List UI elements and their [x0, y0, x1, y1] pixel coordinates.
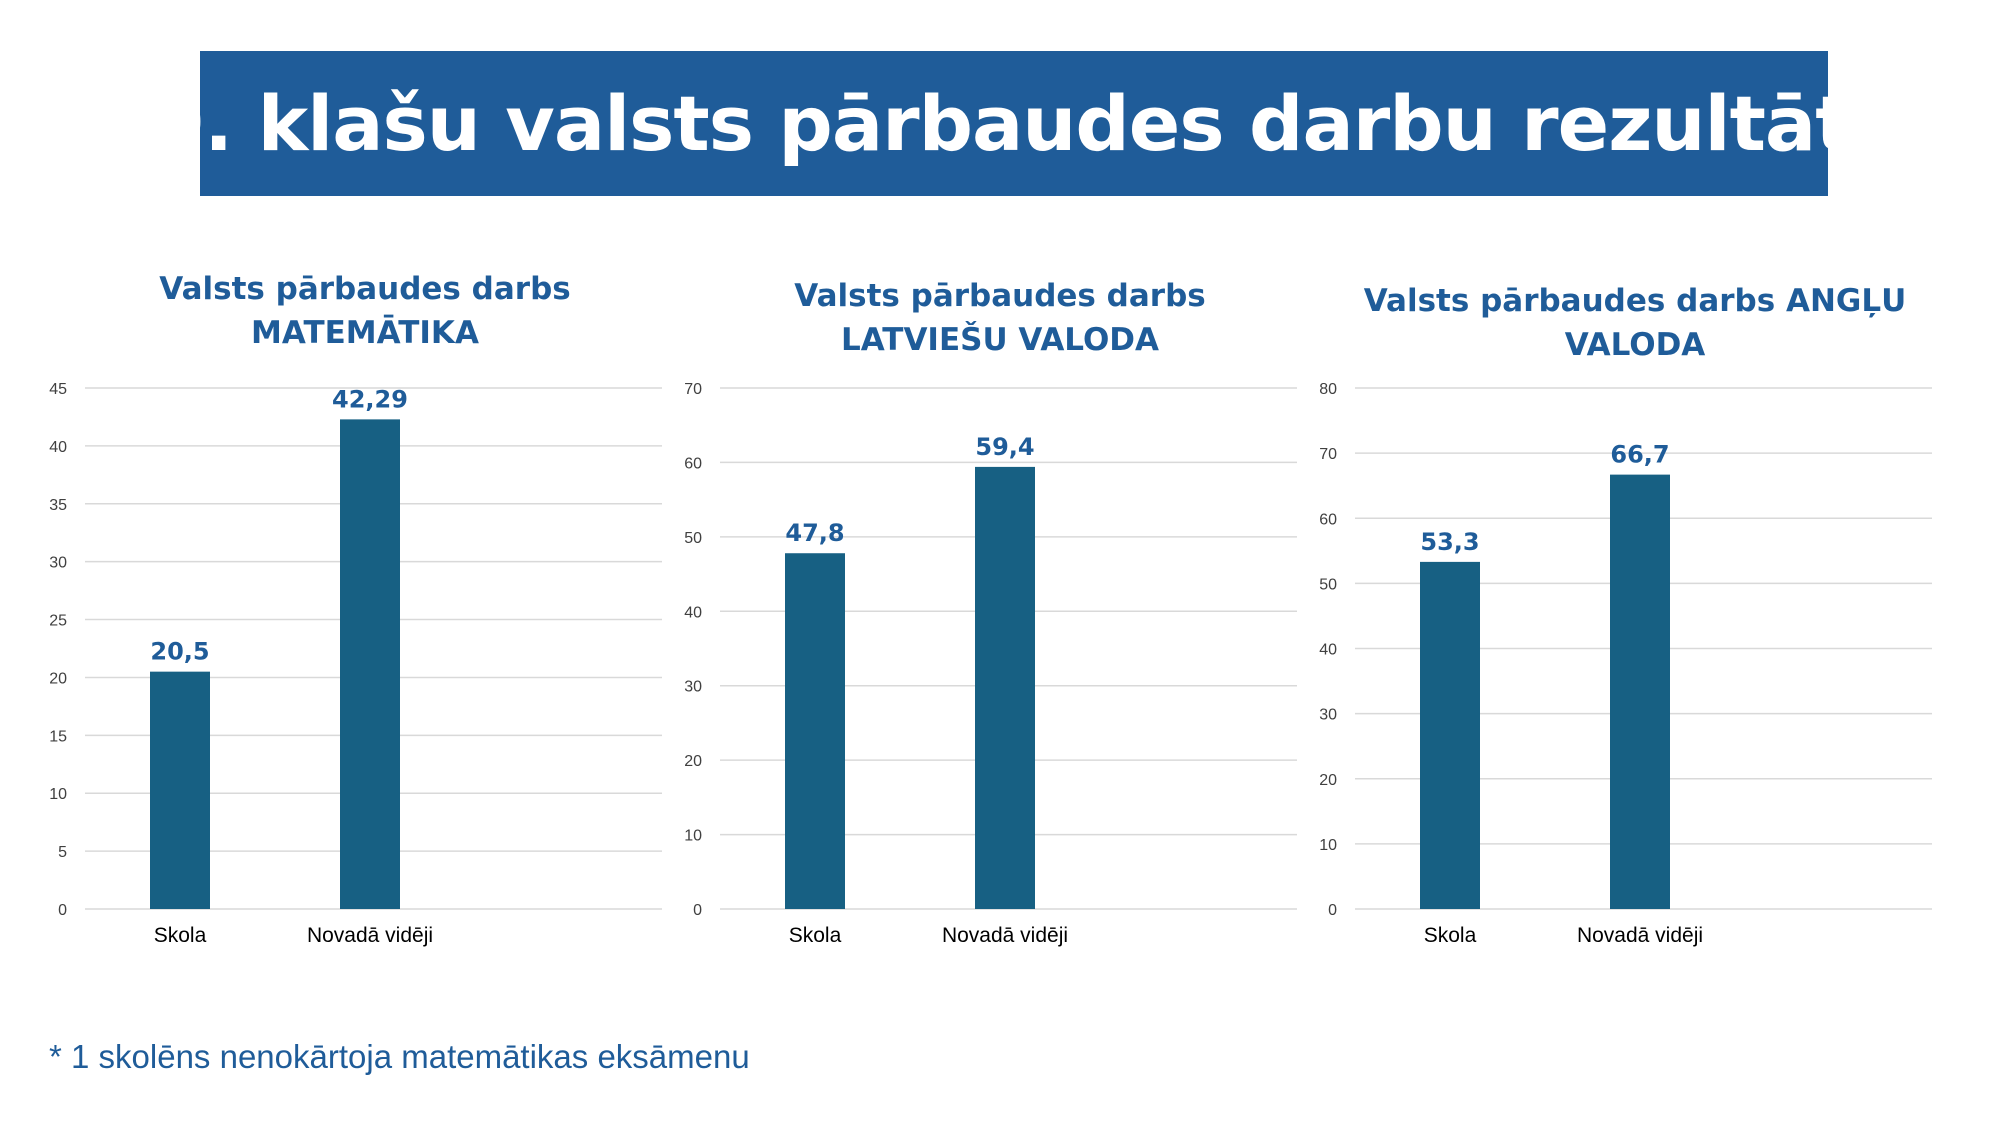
bars: 20,5 Skola 42,29 Novadā vidēji — [150, 385, 433, 947]
y-tick-label: 50 — [1319, 576, 1337, 593]
y-tick-label: 80 — [1319, 381, 1337, 398]
y-tick-label: 30 — [49, 555, 67, 572]
y-tick-label: 40 — [49, 439, 67, 456]
y-tick-label: 5 — [58, 844, 67, 861]
data-label: 66,7 — [1610, 441, 1669, 469]
chart-plot: 0 5 10 15 20 25 30 35 40 45 20,5 Skola 42,29 Novadā v… — [49, 381, 662, 947]
bar — [150, 671, 210, 909]
chart-anglu-valoda: Valsts pārbaudes darbs ANGĻU VALODA 0 10 2… — [1305, 255, 1965, 975]
x-tick-label: Skola — [154, 924, 207, 947]
bar — [1420, 561, 1480, 909]
y-axis: 0 10 20 30 40 50 60 70 80 — [1319, 381, 1337, 919]
y-axis: 0 5 10 15 20 25 30 35 40 45 — [49, 381, 67, 919]
bars: 53,3 Skola 66,7 Novadā vidēji — [1420, 441, 1703, 947]
y-tick-label: 25 — [49, 613, 67, 630]
y-tick-label: 20 — [684, 753, 702, 770]
data-label: 42,29 — [332, 385, 408, 413]
x-tick-label: Novadā vidēji — [942, 924, 1068, 947]
bar — [1610, 474, 1670, 909]
chart-title-line: Valsts pārbaudes darbs — [794, 278, 1206, 314]
y-tick-label: 45 — [49, 381, 67, 398]
x-tick-label: Novadā vidēji — [1577, 924, 1703, 947]
y-tick-label: 60 — [684, 455, 702, 472]
data-label: 59,4 — [975, 433, 1034, 461]
y-tick-label: 40 — [1319, 642, 1337, 659]
chart-title-line: MATEMĀTIKA — [251, 315, 479, 351]
bar — [340, 419, 400, 909]
data-label: 47,8 — [785, 519, 844, 547]
chart-plot: 0 10 20 30 40 50 60 70 47,8 Skola 59,4 Novadā vidēj… — [684, 381, 1297, 947]
y-tick-label: 20 — [1319, 772, 1337, 789]
y-tick-label: 40 — [684, 604, 702, 621]
x-tick-label: Skola — [789, 924, 842, 947]
page-title: 9. klašu valsts pārbaudes darbu rezultāt… — [152, 79, 1876, 168]
bar — [975, 466, 1035, 909]
title-banner: 9. klašu valsts pārbaudes darbu rezultāt… — [152, 51, 1877, 196]
y-tick-label: 20 — [49, 670, 67, 687]
bar — [785, 553, 845, 909]
y-tick-label: 35 — [49, 497, 67, 514]
bars: 47,8 Skola 59,4 Novadā vidēji — [785, 433, 1068, 947]
y-tick-label: 0 — [58, 902, 67, 919]
y-tick-label: 10 — [49, 786, 67, 803]
footnote: * 1 skolēns nenokārtoja matemātikas eksā… — [49, 1038, 750, 1075]
y-tick-label: 0 — [1328, 902, 1337, 919]
y-tick-label: 30 — [684, 679, 702, 696]
chart-plot: 0 10 20 30 40 50 60 70 80 53,3 Skola 66,7 Novadā vid… — [1319, 381, 1932, 947]
y-tick-label: 0 — [693, 902, 702, 919]
x-tick-label: Novadā vidēji — [307, 924, 433, 947]
y-tick-label: 70 — [684, 381, 702, 398]
x-tick-label: Skola — [1424, 924, 1477, 947]
chart-title-line: LATVIEŠU VALODA — [840, 322, 1160, 358]
data-label: 20,5 — [150, 638, 209, 666]
chart-title-line: Valsts pārbaudes darbs ANGĻU — [1363, 283, 1907, 319]
y-tick-label: 10 — [684, 828, 702, 845]
chart-title: Valsts pārbaudes darbs LATVIEŠU VALODA — [670, 274, 1330, 362]
chart-title: Valsts pārbaudes darbs ANGĻU VALODA — [1305, 279, 1965, 367]
y-tick-label: 60 — [1319, 511, 1337, 528]
chart-latviesu-valoda: Valsts pārbaudes darbs LATVIEŠU VALODA 0… — [670, 255, 1330, 975]
chart-title-line: VALODA — [1564, 327, 1706, 363]
data-label: 53,3 — [1420, 528, 1479, 556]
chart-matematika: Valsts pārbaudes darbs MATEMĀTIKA 0 5 10 15… — [35, 255, 695, 975]
chart-title-line: Valsts pārbaudes darbs — [159, 271, 571, 307]
y-tick-label: 10 — [1319, 837, 1337, 854]
y-axis: 0 10 20 30 40 50 60 70 — [684, 381, 702, 919]
y-tick-label: 70 — [1319, 446, 1337, 463]
y-tick-label: 50 — [684, 530, 702, 547]
y-tick-label: 15 — [49, 728, 67, 745]
chart-title: Valsts pārbaudes darbs MATEMĀTIKA — [35, 267, 695, 355]
y-tick-label: 30 — [1319, 707, 1337, 724]
